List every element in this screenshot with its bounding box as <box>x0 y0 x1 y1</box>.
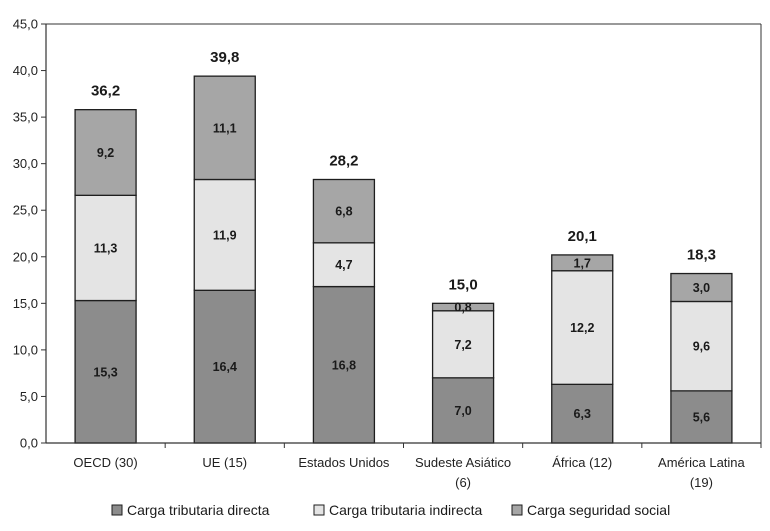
y-tick-label: 15,0 <box>13 296 38 311</box>
bar-segment <box>74 109 137 196</box>
segment-value-label: 9,2 <box>97 146 114 160</box>
segment-value-label: 6,8 <box>335 205 352 219</box>
y-tick-label: 10,0 <box>13 342 38 357</box>
segment-value-label: 16,8 <box>332 358 356 372</box>
bar-group: 7,0 7,2 0,8 15,0 <box>431 276 495 444</box>
segment-value-label: 11,1 <box>213 121 237 135</box>
legend-label: Carga tributaria directa <box>127 502 270 518</box>
bar-segment <box>312 285 376 444</box>
bar-total-label: 18,3 <box>687 247 716 264</box>
bar-group: 15,3 11,3 9,2 36,2 <box>74 83 137 444</box>
x-category-label: Sudeste Asiático (6) <box>415 455 511 490</box>
legend-item: Carga seguridad social <box>511 502 670 518</box>
segment-value-label: 16,4 <box>213 360 237 374</box>
bar-segment <box>312 242 376 288</box>
bar-group: 5,6 9,6 3,0 18,3 <box>670 247 733 444</box>
bar-segment <box>670 272 733 303</box>
bar-group: 6,3 12,2 1,7 20,1 <box>551 228 614 444</box>
bar-segment <box>431 302 495 312</box>
legend-swatch <box>313 504 325 516</box>
legend-label: Carga tributaria indirecta <box>329 502 483 518</box>
segment-value-label: 12,2 <box>570 321 594 335</box>
y-tick-label: 25,0 <box>13 203 38 218</box>
y-tick-label: 35,0 <box>13 110 38 125</box>
x-category-label: América Latina (19) <box>658 455 745 490</box>
segment-value-label: 1,7 <box>574 256 591 270</box>
bar-segment <box>670 300 733 392</box>
legend-item: Carga tributaria directa <box>111 502 270 518</box>
legend-swatch <box>111 504 123 516</box>
bars: 15,3 11,3 9,2 36,2 16,4 11,9 11,1 39,8 16,8 4,7 6,… <box>74 49 733 444</box>
bar-segment <box>551 254 614 272</box>
bar-group: 16,4 11,9 11,1 39,8 <box>193 49 256 444</box>
bar-total-label: 15,0 <box>448 276 477 293</box>
y-tick-label: 5,0 <box>20 389 38 404</box>
x-category-label: OECD (30) <box>73 455 137 470</box>
x-axis: OECD (30) UE (15) Estados Unidos Sudeste As… <box>46 442 762 490</box>
legend-swatch <box>511 504 523 516</box>
legend-label: Carga seguridad social <box>527 502 670 518</box>
legend-item: Carga tributaria indirecta <box>313 502 483 518</box>
y-tick-label: 20,0 <box>13 249 38 264</box>
segment-value-label: 7,2 <box>454 338 471 352</box>
bar-segment <box>551 383 614 444</box>
segment-value-label: 11,3 <box>94 241 118 255</box>
y-tick-label: 40,0 <box>13 63 38 78</box>
segment-value-label: 5,6 <box>693 410 710 424</box>
x-category-label: UE (15) <box>202 455 247 470</box>
legend: Carga tributaria directa Carga tributaria… <box>111 502 670 518</box>
bar-total-label: 28,2 <box>329 152 358 169</box>
bar-segment <box>551 270 614 385</box>
segment-value-label: 0,8 <box>454 301 471 315</box>
y-tick-label: 45,0 <box>13 17 38 32</box>
y-tick-label: 0,0 <box>20 436 38 451</box>
bar-segment <box>193 178 256 291</box>
segment-value-label: 11,9 <box>213 228 237 242</box>
x-category-label: Estados Unidos <box>298 455 390 470</box>
x-category-label: África (12) <box>552 455 612 470</box>
segment-value-label: 3,0 <box>693 281 710 295</box>
y-tick-label: 30,0 <box>13 156 38 171</box>
segment-value-label: 7,0 <box>454 404 471 418</box>
bar-total-label: 20,1 <box>568 228 597 245</box>
y-axis: 0,0 5,0 10,0 15,0 20,0 25,0 30,0 35,0 40,0 45,0 <box>13 17 762 451</box>
bar-segment <box>312 178 376 244</box>
bar-total-label: 36,2 <box>91 83 120 100</box>
bar-group: 16,8 4,7 6,8 28,2 <box>312 152 376 444</box>
segment-value-label: 9,6 <box>693 340 710 354</box>
bar-total-label: 39,8 <box>210 49 239 66</box>
segment-value-label: 6,3 <box>574 407 591 421</box>
bar-segment <box>193 75 256 181</box>
segment-value-label: 4,7 <box>335 258 352 272</box>
segment-value-label: 15,3 <box>93 365 117 379</box>
